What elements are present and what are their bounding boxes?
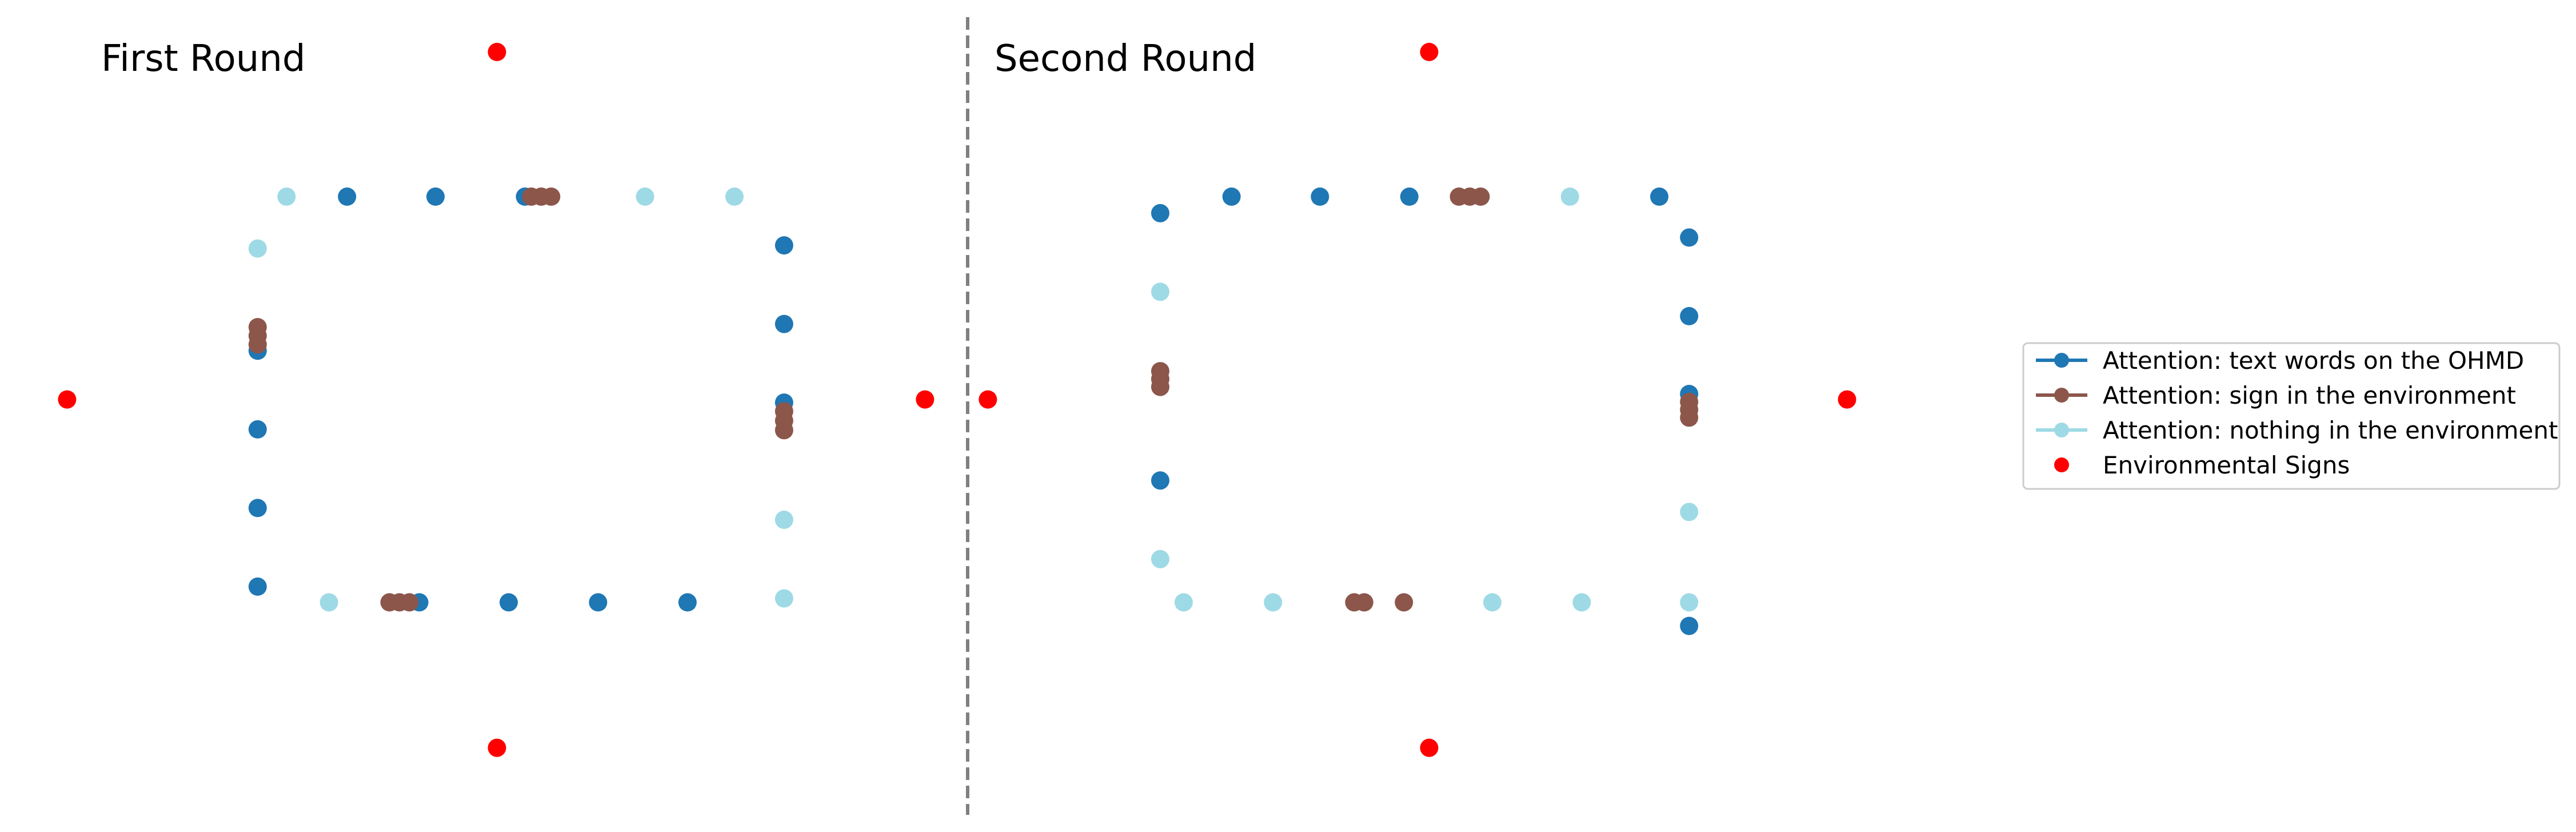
legend-marker-attention-sign-in-the-environment bbox=[2054, 388, 2069, 403]
point-attention-nothing-in-the-environment-1 bbox=[636, 187, 654, 206]
point-attention-text-words-on-the-ohmd-8 bbox=[248, 499, 267, 517]
point-attention-text-words-on-the-ohmd-4 bbox=[1650, 187, 1669, 206]
point-attention-sign-in-the-environment-10 bbox=[1355, 593, 1373, 612]
point-attention-text-words-on-the-ohmd-11 bbox=[500, 593, 518, 612]
point-attention-nothing-in-the-environment-2 bbox=[1151, 550, 1169, 568]
marks-first-round bbox=[58, 42, 934, 757]
point-attention-text-words-on-the-ohmd-6 bbox=[1680, 306, 1699, 325]
point-attention-nothing-in-the-environment-0 bbox=[1560, 187, 1579, 206]
point-attention-sign-in-the-environment-2 bbox=[542, 187, 561, 206]
point-attention-sign-in-the-environment-11 bbox=[400, 593, 419, 612]
point-environmental-signs-1 bbox=[979, 390, 997, 409]
point-attention-sign-in-the-environment-8 bbox=[1680, 408, 1699, 427]
point-environmental-signs-3 bbox=[488, 738, 506, 757]
legend-marker-attention-text-words-on-the-ohmd bbox=[2054, 353, 2069, 368]
legend-label-attention-sign-in-the-environment: Attention: sign in the environment bbox=[2103, 381, 2516, 409]
point-environmental-signs-2 bbox=[916, 390, 934, 409]
marks-second-round bbox=[979, 42, 1856, 757]
point-attention-nothing-in-the-environment-1 bbox=[1151, 282, 1169, 301]
point-environmental-signs-3 bbox=[1420, 738, 1439, 757]
point-environmental-signs-1 bbox=[58, 390, 77, 409]
point-attention-text-words-on-the-ohmd-9 bbox=[1680, 616, 1699, 635]
point-attention-text-words-on-the-ohmd-0 bbox=[338, 187, 357, 206]
point-attention-sign-in-the-environment-5 bbox=[1151, 377, 1169, 396]
point-attention-text-words-on-the-ohmd-3 bbox=[774, 236, 793, 255]
point-environmental-signs-0 bbox=[1420, 42, 1439, 61]
point-attention-text-words-on-the-ohmd-12 bbox=[589, 593, 608, 612]
point-attention-text-words-on-the-ohmd-1 bbox=[426, 187, 445, 206]
point-attention-text-words-on-the-ohmd-2 bbox=[1311, 187, 1329, 206]
point-attention-nothing-in-the-environment-3 bbox=[248, 239, 267, 258]
point-attention-nothing-in-the-environment-5 bbox=[774, 589, 793, 608]
point-attention-nothing-in-the-environment-4 bbox=[774, 511, 793, 529]
point-attention-sign-in-the-environment-11 bbox=[1395, 593, 1413, 612]
point-attention-nothing-in-the-environment-2 bbox=[725, 187, 744, 206]
panel-second-round: Second Round bbox=[979, 38, 1856, 757]
point-attention-nothing-in-the-environment-0 bbox=[277, 187, 296, 206]
panel-title-first-round: First Round bbox=[101, 38, 306, 80]
point-attention-text-words-on-the-ohmd-5 bbox=[1680, 228, 1699, 247]
legend: Attention: text words on the OHMD Attenti… bbox=[2022, 342, 2561, 490]
point-environmental-signs-2 bbox=[1838, 390, 1856, 409]
point-environmental-signs-0 bbox=[488, 42, 506, 61]
point-attention-sign-in-the-environment-8 bbox=[774, 421, 793, 440]
legend-label-attention-nothing-in-the-environment: Attention: nothing in the environment bbox=[2103, 416, 2558, 444]
point-attention-sign-in-the-environment-2 bbox=[1471, 187, 1490, 206]
point-attention-nothing-in-the-environment-6 bbox=[1264, 593, 1283, 612]
legend-marker-attention-nothing-in-the-environment bbox=[2054, 423, 2069, 437]
point-attention-sign-in-the-environment-5 bbox=[248, 335, 267, 354]
legend-label-attention-text-words-on-the-ohmd: Attention: text words on the OHMD bbox=[2103, 347, 2524, 375]
legend-frame bbox=[2022, 342, 2561, 490]
point-attention-text-words-on-the-ohmd-9 bbox=[248, 577, 267, 596]
legend-label-environmental-signs: Environmental Signs bbox=[2103, 451, 2350, 479]
legend-marker-environmental-signs bbox=[2054, 457, 2069, 472]
point-attention-nothing-in-the-environment-5 bbox=[1175, 593, 1193, 612]
point-attention-text-words-on-the-ohmd-13 bbox=[678, 593, 697, 612]
point-attention-text-words-on-the-ohmd-3 bbox=[1400, 187, 1419, 206]
point-attention-nothing-in-the-environment-4 bbox=[1680, 593, 1699, 612]
point-attention-nothing-in-the-environment-7 bbox=[1483, 593, 1501, 612]
point-attention-text-words-on-the-ohmd-0 bbox=[1151, 204, 1169, 222]
point-attention-nothing-in-the-environment-8 bbox=[1572, 593, 1591, 612]
point-attention-text-words-on-the-ohmd-4 bbox=[774, 315, 793, 333]
point-attention-nothing-in-the-environment-3 bbox=[1680, 503, 1699, 522]
point-attention-text-words-on-the-ohmd-1 bbox=[1222, 187, 1241, 206]
panel-title-second-round: Second Round bbox=[995, 38, 1256, 80]
panel-first-round: First Round bbox=[58, 38, 934, 757]
legend-entries: Attention: text words on the OHMD Attenti… bbox=[2036, 347, 2558, 479]
point-attention-text-words-on-the-ohmd-7 bbox=[248, 420, 267, 439]
point-attention-text-words-on-the-ohmd-8 bbox=[1151, 471, 1169, 490]
point-attention-nothing-in-the-environment-6 bbox=[319, 593, 338, 612]
